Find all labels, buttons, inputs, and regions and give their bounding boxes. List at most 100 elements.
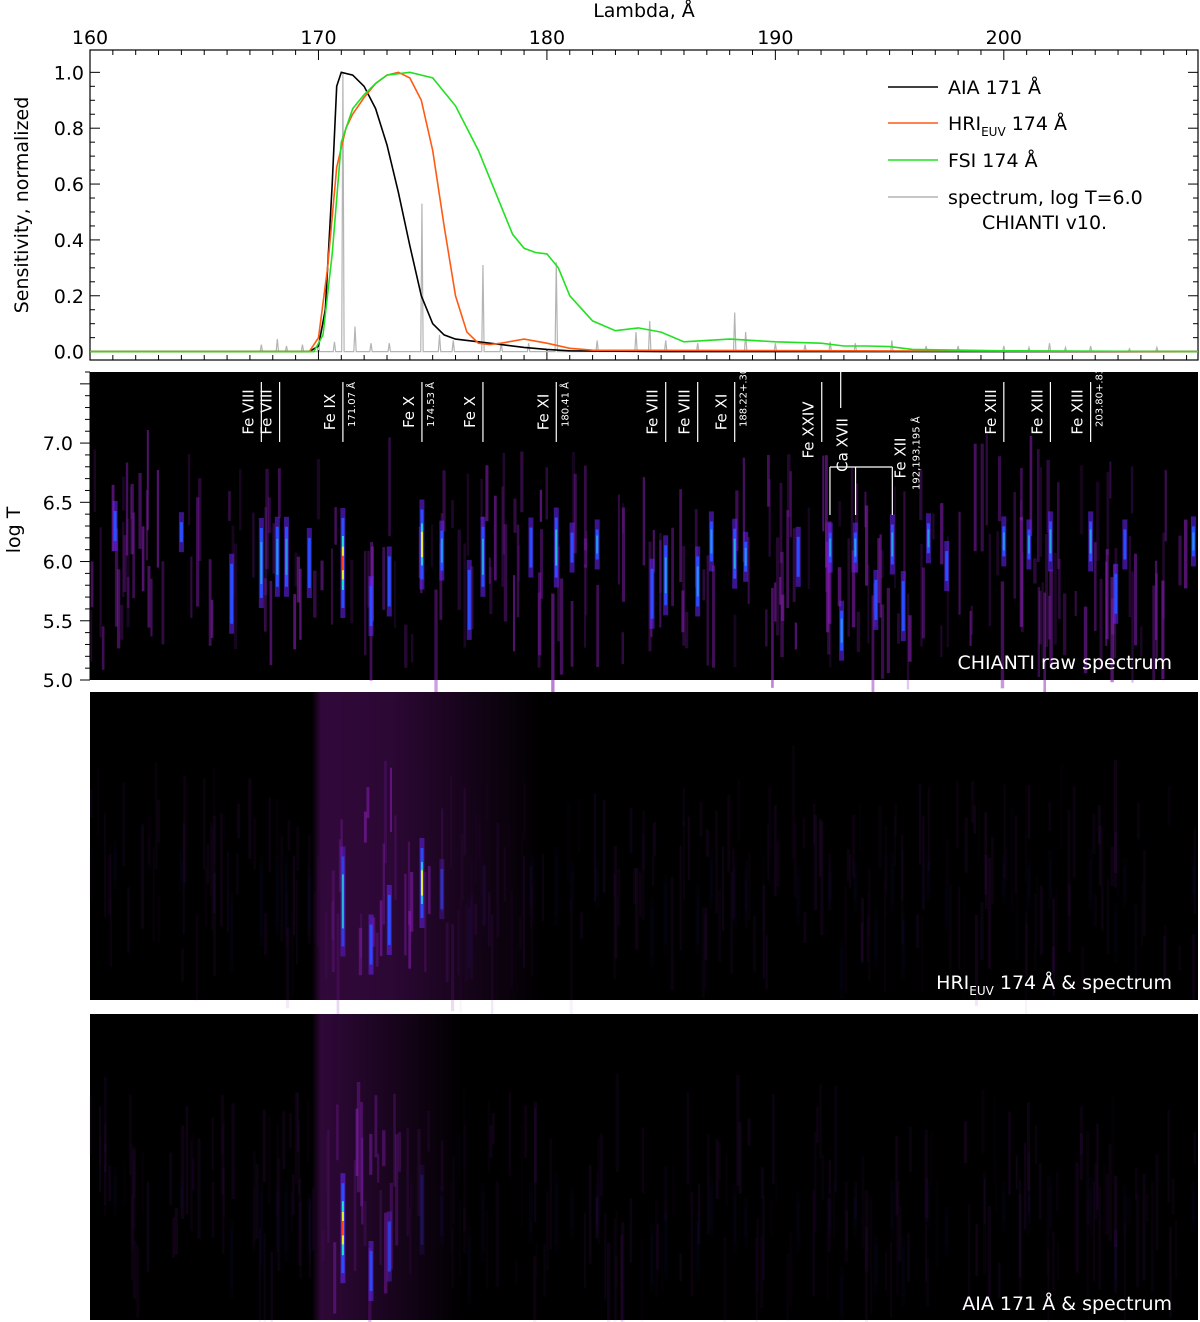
heatmap-streak [958, 511, 961, 615]
heatmap-streak [870, 1199, 873, 1315]
heatmap-streak [760, 1235, 764, 1309]
heatmap-line [1027, 1194, 1031, 1225]
heatmap-streak [235, 853, 239, 895]
heatmap-streak [837, 567, 842, 607]
heatmap-line [1048, 1186, 1052, 1227]
heatmap-streak [108, 1165, 112, 1202]
heatmap-line [890, 1189, 894, 1230]
heatmap-line [529, 1192, 533, 1233]
heatmap-streak [291, 1174, 295, 1216]
heatmap-streak [253, 1151, 256, 1245]
heatmap-streak [903, 491, 906, 582]
heatmap-streak [427, 866, 431, 915]
heatmap-streak [491, 1112, 495, 1145]
heatmap-streak [1047, 1249, 1050, 1322]
heatmap-streak [1152, 585, 1156, 681]
heatmap-line [440, 869, 444, 910]
heatmap-streak [410, 871, 414, 932]
heatmap-streak [825, 541, 830, 633]
heatmap-streak [393, 1093, 396, 1187]
heatmap-streak [825, 522, 828, 593]
heatmap-streak [1055, 1171, 1059, 1212]
x-tick-label: 170 [300, 27, 336, 49]
heatmap-panel-aia: AIA 171 Å & spectrum [89, 1014, 1198, 1322]
line-label-wavelength: 192,193,195 Å [909, 416, 922, 490]
heatmap-streak [1164, 470, 1167, 542]
heatmap-line-peak [420, 531, 423, 558]
heatmap-line-glow [439, 1185, 445, 1246]
raw-y-axis [80, 371, 91, 681]
heatmap-streak [814, 814, 818, 911]
heatmap-streak [1099, 578, 1103, 671]
heatmap-streak [987, 857, 992, 969]
heatmap-streak [620, 1234, 623, 1322]
heatmap-streak [463, 787, 466, 856]
heatmap-line [284, 865, 288, 926]
heatmap-line-core [1002, 532, 1005, 551]
heatmap-line [570, 1197, 574, 1228]
heatmap-streak [451, 500, 454, 528]
heatmap-streak [983, 1170, 987, 1275]
heatmap-streak [1097, 805, 1101, 845]
heatmap-streak [1142, 849, 1147, 936]
heatmap-streak [485, 783, 489, 821]
heatmap-streak [987, 1205, 992, 1301]
heatmap-streak [860, 898, 865, 963]
heatmap-streak [549, 1138, 552, 1250]
heatmap-streak [121, 476, 125, 511]
heatmap-streak [970, 605, 973, 635]
line-label: Fe VIII [258, 382, 281, 442]
heatmap-streak [1105, 561, 1108, 646]
heatmap-streak [109, 843, 112, 898]
heatmap-streak [434, 589, 438, 704]
heatmap-streak [430, 524, 434, 568]
heatmap-streak [264, 507, 268, 596]
heatmap-line-core [341, 874, 344, 929]
y-tick-label: 0.4 [54, 230, 84, 252]
heatmap-streak [441, 808, 444, 912]
heatmap-streak [107, 855, 112, 915]
heatmap-streak [816, 1106, 819, 1143]
heatmap-streak [893, 486, 897, 589]
heatmap-streak [489, 1125, 493, 1158]
heatmap-streak [652, 530, 655, 573]
heatmap-streak [990, 837, 995, 905]
heatmap-line [1089, 1186, 1093, 1227]
x-tick-label: 160 [72, 27, 108, 49]
heatmap-streak [174, 1208, 179, 1255]
heatmap-streak [485, 465, 489, 522]
heatmap-streak [488, 557, 491, 584]
heatmap-streak [621, 632, 625, 665]
heatmap-streak [1074, 590, 1077, 616]
heatmap-streak [895, 1186, 899, 1296]
heatmap-streak [252, 1187, 256, 1252]
heatmap-streak [802, 817, 806, 849]
heatmap-streak [1112, 1095, 1114, 1184]
heatmap-streak [1057, 1242, 1060, 1280]
heatmap-line [1114, 1238, 1118, 1279]
heatmap-streak [517, 545, 520, 582]
heatmap-streak [408, 1208, 412, 1274]
heatmap-streak [755, 1238, 758, 1322]
heatmap-streak [651, 855, 655, 887]
heatmap-line-core [285, 538, 288, 575]
heatmap-line [796, 536, 800, 577]
heatmap-streak [470, 566, 474, 630]
heatmap-streak [981, 1089, 985, 1153]
heatmap-streak [756, 1217, 759, 1293]
heatmap-streak [131, 1194, 134, 1281]
x-tick-label-group: 160 170 180 190 200 [72, 27, 1022, 49]
heatmap-streak [1106, 879, 1110, 955]
heatmap-line [828, 1197, 832, 1228]
heatmap-streak [490, 914, 494, 1019]
line-label: Fe XIII 203.80+.83 [1069, 368, 1106, 442]
heatmap-streak [190, 556, 193, 618]
heatmap-streak [776, 1176, 778, 1204]
heatmap-streak [604, 1213, 607, 1301]
line-label-name: Fe VIII [676, 389, 694, 434]
heatmap-streak [884, 1251, 888, 1290]
heatmap-line [650, 568, 654, 619]
heatmap-streak [854, 1181, 858, 1219]
heatmap-streak [262, 1109, 266, 1183]
